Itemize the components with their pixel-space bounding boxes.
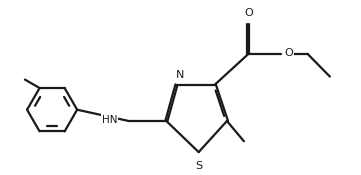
Text: S: S xyxy=(195,161,202,171)
Text: O: O xyxy=(244,8,253,18)
Text: O: O xyxy=(285,48,293,58)
Text: N: N xyxy=(175,70,184,80)
Text: HN: HN xyxy=(102,115,118,125)
